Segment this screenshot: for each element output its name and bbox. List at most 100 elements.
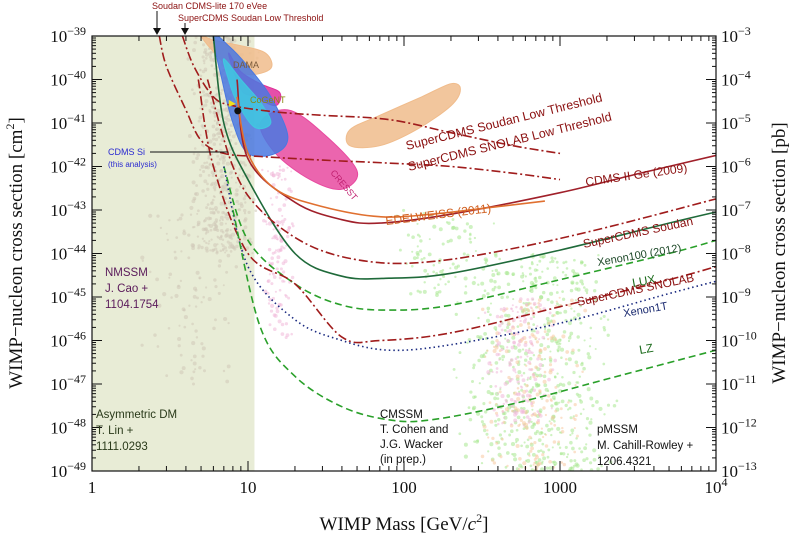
model-point [195,184,199,187]
model-point [281,214,284,217]
model-point [532,388,537,392]
model-point [228,245,232,249]
y-tick-label: 10−42 [50,155,86,177]
model-point [225,185,229,188]
model-point [550,415,555,420]
model-point [180,213,184,217]
model-point [480,461,484,465]
model-point [529,377,532,380]
model-point [467,337,472,342]
model-point [529,306,533,309]
model-point [548,466,553,470]
model-point [565,350,570,354]
model-point [486,310,490,314]
model-point [495,371,499,374]
model-point [238,167,242,171]
model-point [540,397,544,400]
model-point [541,270,544,273]
label-edelweiss: EDELWEISS (2011) [385,201,492,228]
model-point [218,219,222,222]
model-point [276,255,281,260]
model-point [278,172,281,175]
model-point [541,256,545,259]
model-point [522,371,526,375]
model-point [561,383,566,387]
model-point [525,415,530,419]
model-point [458,351,462,355]
arrowhead-cdmslite [153,28,161,35]
model-point [202,59,206,63]
y2-tick-label: 10−4 [721,68,751,90]
model-point [497,446,501,450]
model-point [222,99,227,103]
model-point [281,261,286,266]
model-point [543,357,547,361]
model-point [494,411,499,415]
model-point [216,154,220,158]
model-point [442,274,446,279]
model-point [539,348,542,351]
model-point [204,51,208,54]
model-point [141,259,144,262]
model-point [465,222,469,226]
exclusion-curves [158,36,716,423]
model-point [222,284,225,287]
model-point [275,267,279,271]
model-point [504,270,509,276]
model-point [280,245,284,249]
model-point [569,440,573,445]
model-point [498,257,502,261]
model-point [495,441,499,445]
curve-supercdms-snolab-low-threshold [158,36,561,181]
model-point [435,293,439,297]
model-point [543,370,547,374]
model-point [242,197,246,201]
model-point [197,244,201,248]
model-point [548,311,552,315]
model-point [538,362,543,368]
model-point [521,393,525,398]
model-point [224,216,227,219]
model-point [529,449,533,453]
model-point [267,302,271,305]
model-point [212,142,217,146]
x-tick-label: 10 [240,478,257,497]
model-point [554,385,558,389]
model-point [517,467,521,471]
model-point [511,335,516,340]
model-point [487,450,490,453]
curve-lz [232,209,716,423]
model-point [608,460,613,464]
model-point [437,261,441,264]
label-cdmslite: Soudan CDMS-lite 170 eVee [152,1,267,11]
model-point [223,182,226,185]
model-point [512,341,516,345]
model-point [265,223,268,226]
model-point [214,218,218,222]
model-point [558,296,561,299]
model-point [573,402,577,407]
label-nmssm-author: J. Cao + [105,283,148,295]
model-point [199,133,202,137]
model-point [473,276,477,279]
model-point [565,267,569,270]
model-point [562,452,566,456]
model-point [553,423,557,427]
model-point [594,280,598,284]
model-point [214,182,218,187]
model-point [494,268,498,273]
model-point [406,233,410,237]
model-point [213,114,217,118]
model-point [237,203,240,206]
model-point [537,438,542,442]
label-dama: DAMA [233,60,259,70]
model-point [243,163,247,167]
model-point [600,464,603,468]
model-point [569,459,573,463]
model-point [542,374,547,379]
model-point [200,301,203,304]
model-point [226,38,231,43]
model-point [278,288,282,292]
model-point [218,157,222,161]
model-point [602,362,606,366]
